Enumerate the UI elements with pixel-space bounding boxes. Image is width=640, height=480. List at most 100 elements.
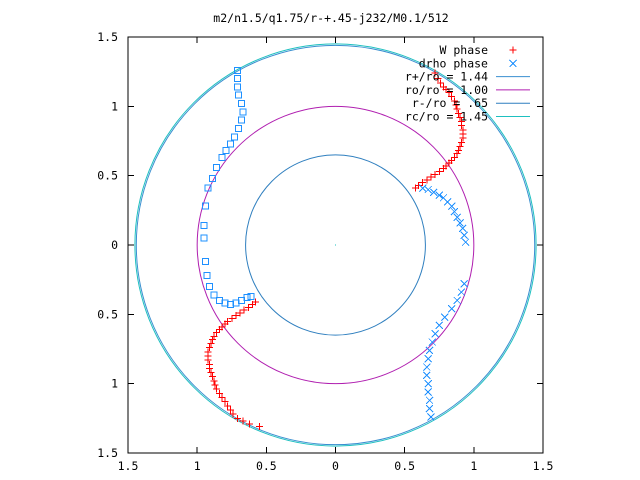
plus-marker	[244, 303, 252, 311]
cross-marker	[424, 388, 433, 396]
marker-stroke	[453, 213, 462, 222]
y-tick-label: 0	[111, 238, 118, 252]
x-tick-label: 1	[194, 459, 201, 473]
marker-stroke	[226, 140, 234, 148]
plus-marker	[215, 389, 223, 397]
cross-marker	[425, 404, 434, 413]
square-marker	[200, 222, 208, 230]
plus-marker	[211, 381, 219, 389]
plus-marker	[228, 314, 236, 322]
radius-circle	[134, 43, 537, 447]
plus-marker	[221, 398, 229, 406]
marker-stroke	[213, 163, 221, 171]
plus-marker	[457, 122, 465, 130]
plus-marker	[448, 93, 456, 101]
cross-marker	[461, 238, 470, 247]
plus-marker	[509, 46, 517, 54]
marker-stroke	[435, 191, 444, 199]
marker-stroke	[429, 188, 438, 197]
cross-marker	[435, 191, 444, 199]
cross-marker	[458, 224, 467, 233]
square-marker	[233, 75, 241, 83]
square-marker	[208, 174, 216, 182]
marker-stroke	[447, 304, 456, 313]
cross-marker	[422, 363, 431, 371]
marker-stroke	[424, 185, 433, 194]
radius-circle	[135, 44, 536, 446]
plus-marker	[459, 134, 467, 142]
plus-marker	[412, 184, 420, 192]
legend-label: W phase	[440, 43, 489, 57]
marker-stroke	[456, 218, 464, 227]
cross-marker	[509, 59, 517, 68]
marker-stroke	[204, 184, 212, 192]
y-tick-label: 0.5	[97, 169, 118, 183]
y-tick-label: 1	[111, 99, 118, 113]
cross-marker	[447, 304, 456, 313]
square-marker	[203, 272, 211, 280]
plus-marker	[233, 414, 241, 422]
square-marker	[201, 202, 209, 210]
marker-stroke	[461, 238, 470, 247]
plus-marker	[431, 69, 439, 77]
square-marker	[233, 83, 241, 91]
plus-marker	[208, 373, 216, 381]
cross-marker	[457, 288, 466, 297]
square-marker	[222, 147, 230, 155]
plus-marker	[226, 406, 234, 414]
plus-marker	[453, 105, 461, 113]
cross-marker	[429, 188, 438, 197]
marker-stroke	[206, 283, 214, 291]
plus-marker	[229, 410, 237, 418]
axis-ticks: 1.5 1 0.5 0 0.5 1 1.51.510.500.511.5	[97, 30, 553, 473]
plus-marker	[456, 113, 464, 121]
square-marker	[237, 116, 245, 124]
marker-stroke	[237, 100, 245, 108]
marker-stroke	[424, 388, 433, 396]
marker-stroke	[428, 338, 437, 346]
plus-marker	[453, 149, 461, 157]
marker-stroke	[424, 379, 433, 388]
marker-stroke	[425, 396, 434, 405]
cross-marker	[456, 218, 464, 227]
y-tick-label: 0.5	[97, 307, 118, 321]
cross-marker	[428, 338, 437, 346]
plus-marker	[210, 377, 218, 385]
plus-marker	[246, 420, 254, 428]
cross-marker	[424, 379, 433, 388]
plus-marker	[218, 394, 226, 402]
marker-stroke	[440, 313, 449, 321]
square-marker	[247, 292, 255, 300]
radius-circle	[245, 154, 426, 336]
plus-marker	[213, 328, 221, 336]
chart-title: m2/n1.5/q1.75/r-+.45-j232/M0.1/512	[213, 11, 448, 25]
marker-stroke	[509, 59, 517, 68]
cross-marker	[453, 296, 462, 305]
y-tick-label: 1	[111, 377, 118, 391]
origin-point	[335, 244, 336, 246]
marker-stroke	[450, 207, 459, 216]
x-tick-label: 0.5	[256, 459, 277, 473]
plus-marker	[457, 138, 465, 146]
marker-stroke	[427, 413, 435, 421]
plus-marker	[255, 423, 263, 431]
legend-label: r-/ro = .65	[412, 96, 488, 110]
plus-marker	[455, 109, 463, 117]
plus-marker	[207, 339, 215, 347]
square-marker	[200, 234, 208, 242]
marker-stroke	[247, 292, 255, 300]
marker-stroke	[233, 75, 241, 83]
square-marker	[235, 91, 243, 99]
marker-stroke	[460, 279, 469, 288]
marker-stroke	[243, 294, 251, 302]
square-series	[200, 66, 255, 309]
drho phase-series	[418, 184, 470, 421]
x-tick-label: 0.5	[394, 459, 415, 473]
marker-stroke	[424, 354, 433, 363]
marker-stroke	[458, 224, 467, 233]
square-marker	[231, 133, 239, 141]
square-marker	[235, 125, 243, 133]
marker-stroke	[200, 234, 208, 242]
plus-marker	[434, 75, 442, 83]
marker-stroke	[439, 193, 448, 202]
